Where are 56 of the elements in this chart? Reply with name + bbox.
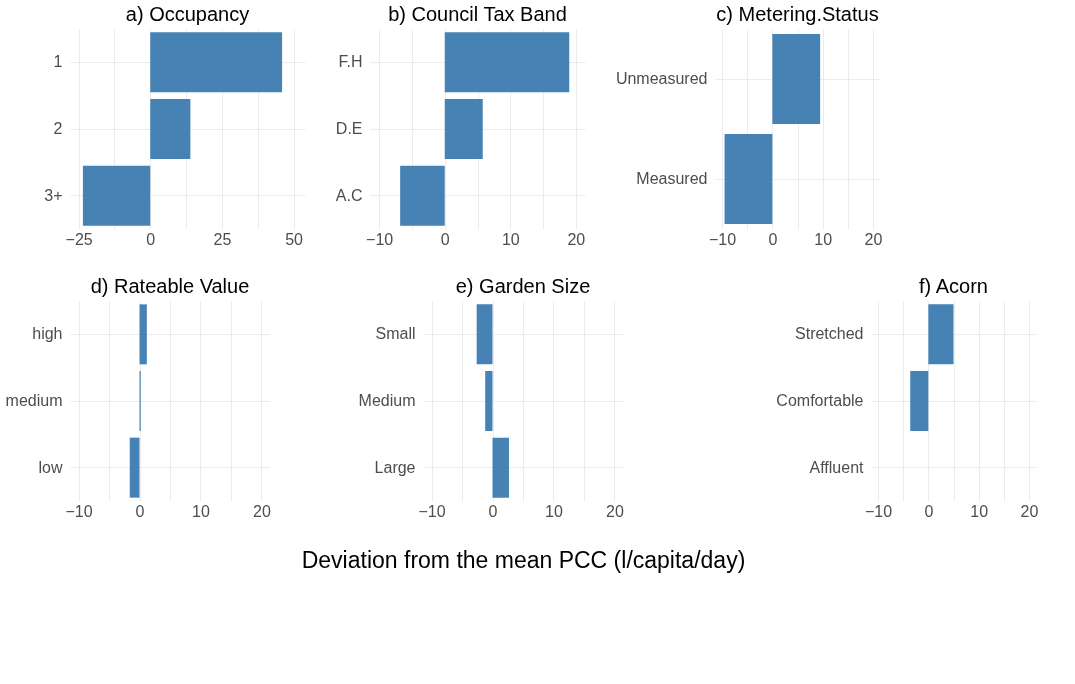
x-tick-label: 0	[146, 230, 156, 248]
x-tick-label: −25	[65, 230, 93, 248]
x-tick-label: 0	[924, 502, 934, 520]
y-tick-label: Large	[374, 458, 416, 476]
y-tick-label: Measured	[636, 170, 708, 187]
x-tick-label: 10	[192, 502, 210, 520]
bar	[82, 165, 151, 226]
y-tick-label: Affluent	[809, 458, 865, 476]
bar	[139, 304, 147, 365]
x-tick-label: 0	[440, 230, 450, 248]
chart-title: f) Acorn	[919, 275, 988, 297]
bar	[444, 32, 570, 93]
x-tick-label: 20	[864, 230, 883, 248]
x-tick-label: 20	[1020, 502, 1039, 520]
y-tick-label: Comfortable	[776, 392, 864, 409]
x-tick-label: 0	[135, 502, 145, 520]
y-tick-label: medium	[5, 392, 63, 409]
chart-title: b) Council Tax Band	[388, 3, 567, 25]
bar	[129, 437, 140, 498]
y-tick-label: Unmeasured	[615, 70, 708, 87]
bar	[400, 165, 445, 226]
x-tick-label: 0	[488, 502, 498, 520]
chart-title: d) Rateable Value	[90, 275, 250, 297]
y-tick-label: 3+	[44, 186, 63, 204]
x-tick-label: 10	[970, 502, 989, 520]
x-tick-label: 20	[606, 502, 624, 520]
chart-title: e) Garden Size	[455, 275, 591, 297]
x-tick-label: 10	[814, 230, 833, 248]
y-tick-label: low	[38, 458, 63, 476]
x-axis-title: Deviation from the mean PCC (l/capita/day)	[301, 546, 746, 573]
x-tick-label: −10	[708, 230, 737, 248]
y-tick-label: F.H	[338, 53, 363, 71]
bar	[444, 99, 483, 159]
x-tick-label: 20	[253, 502, 271, 520]
y-tick-label: D.E	[335, 120, 363, 137]
x-tick-label: −10	[65, 502, 93, 520]
x-tick-label: −10	[418, 502, 446, 520]
y-tick-label: high	[32, 325, 63, 343]
y-tick-label: A.C	[335, 186, 363, 204]
x-tick-label: 25	[213, 230, 232, 248]
chart-title: c) Metering.Status	[716, 3, 879, 25]
chart-title: a) Occupancy	[125, 3, 250, 25]
y-tick-label: Small	[375, 325, 416, 343]
y-tick-label: Stretched	[795, 325, 864, 343]
x-tick-label: −10	[864, 502, 893, 520]
y-tick-label: 1	[53, 53, 63, 71]
x-tick-label: −10	[366, 230, 394, 248]
x-tick-label: 10	[501, 230, 520, 248]
y-tick-label: 2	[53, 120, 63, 137]
x-tick-label: 10	[545, 502, 563, 520]
x-tick-label: 0	[768, 230, 778, 248]
x-tick-label: 20	[567, 230, 586, 248]
x-tick-label: 50	[285, 230, 304, 248]
bar	[150, 32, 283, 93]
bar	[150, 99, 191, 159]
y-tick-label: Medium	[358, 392, 416, 409]
